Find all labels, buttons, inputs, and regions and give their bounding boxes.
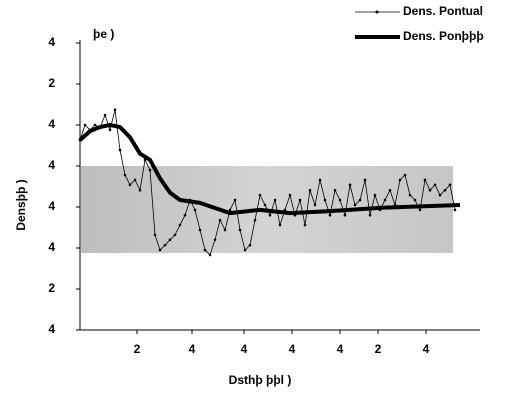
point xyxy=(259,194,262,197)
point xyxy=(304,224,307,227)
point xyxy=(264,204,267,207)
point xyxy=(439,194,442,197)
point xyxy=(424,179,427,182)
point xyxy=(454,209,457,212)
point xyxy=(109,129,112,132)
point xyxy=(194,209,197,212)
point xyxy=(219,219,222,222)
point xyxy=(414,199,417,202)
point xyxy=(404,174,407,177)
point xyxy=(169,239,172,242)
point xyxy=(209,254,212,257)
y-tick-label: 4 xyxy=(48,322,55,336)
point xyxy=(314,204,317,207)
chart: þe ) Dsthþ þþl ) Densþþ ) 4 2 4 4 4 4 2 4 2 4 4 4 4 2… xyxy=(0,0,526,395)
point xyxy=(449,184,452,187)
point xyxy=(359,199,362,202)
y-tick-label: 4 xyxy=(48,240,55,254)
point xyxy=(409,194,412,197)
point xyxy=(369,214,372,217)
point xyxy=(429,189,432,192)
point xyxy=(184,214,187,217)
point xyxy=(389,189,392,192)
point xyxy=(159,249,162,252)
point xyxy=(344,214,347,217)
point xyxy=(319,179,322,182)
point xyxy=(269,214,272,217)
y-axis-label: Densþþ ) xyxy=(14,179,28,230)
point xyxy=(204,249,207,252)
y-tick-label: 4 xyxy=(48,158,55,172)
point xyxy=(374,194,377,197)
point xyxy=(364,179,367,182)
point xyxy=(154,234,157,237)
point xyxy=(149,169,152,172)
point xyxy=(124,174,127,177)
point xyxy=(214,239,217,242)
point xyxy=(399,179,402,182)
point xyxy=(134,179,137,182)
point xyxy=(234,199,237,202)
x-tick-label: 4 xyxy=(423,342,430,356)
legend-label: Dens. Pontual xyxy=(403,4,483,18)
x-tick-label: 4 xyxy=(241,342,248,356)
point xyxy=(239,229,242,232)
point xyxy=(164,244,167,247)
x-tick-label: 2 xyxy=(134,342,141,356)
point xyxy=(199,229,202,232)
y-tick-label: 4 xyxy=(48,199,55,213)
point xyxy=(419,209,422,212)
x-tick-label: 4 xyxy=(189,342,196,356)
y-tick-label: 4 xyxy=(48,117,55,131)
legend-marker xyxy=(376,11,379,14)
y-tick-label: 2 xyxy=(48,281,55,295)
point xyxy=(244,249,247,252)
point xyxy=(179,224,182,227)
point xyxy=(349,184,352,187)
point xyxy=(84,124,87,127)
y-tick-label: 4 xyxy=(48,35,55,49)
point xyxy=(129,184,132,187)
y-tick-label: 2 xyxy=(48,76,55,90)
point xyxy=(334,189,337,192)
point xyxy=(249,244,252,247)
x-tick-label: 4 xyxy=(289,342,296,356)
point xyxy=(299,199,302,202)
point xyxy=(289,194,292,197)
point xyxy=(354,204,357,207)
x-axis-label: Dsthþ þþl ) xyxy=(229,373,292,387)
point xyxy=(339,199,342,202)
point xyxy=(254,219,257,222)
point xyxy=(444,189,447,192)
x-tick-label: 2 xyxy=(375,342,382,356)
chart-title: þe ) xyxy=(93,27,114,41)
point xyxy=(139,189,142,192)
point xyxy=(114,109,117,112)
x-tick-label: 4 xyxy=(337,342,344,356)
point xyxy=(94,124,97,127)
point xyxy=(434,184,437,187)
point xyxy=(224,229,227,232)
legend-label: Dens. Ponþþþ xyxy=(403,29,484,43)
point xyxy=(174,234,177,237)
point xyxy=(119,149,122,152)
point xyxy=(274,199,277,202)
point xyxy=(279,224,282,227)
point xyxy=(324,199,327,202)
point xyxy=(104,114,107,117)
point xyxy=(384,199,387,202)
point xyxy=(329,214,332,217)
point xyxy=(309,189,312,192)
